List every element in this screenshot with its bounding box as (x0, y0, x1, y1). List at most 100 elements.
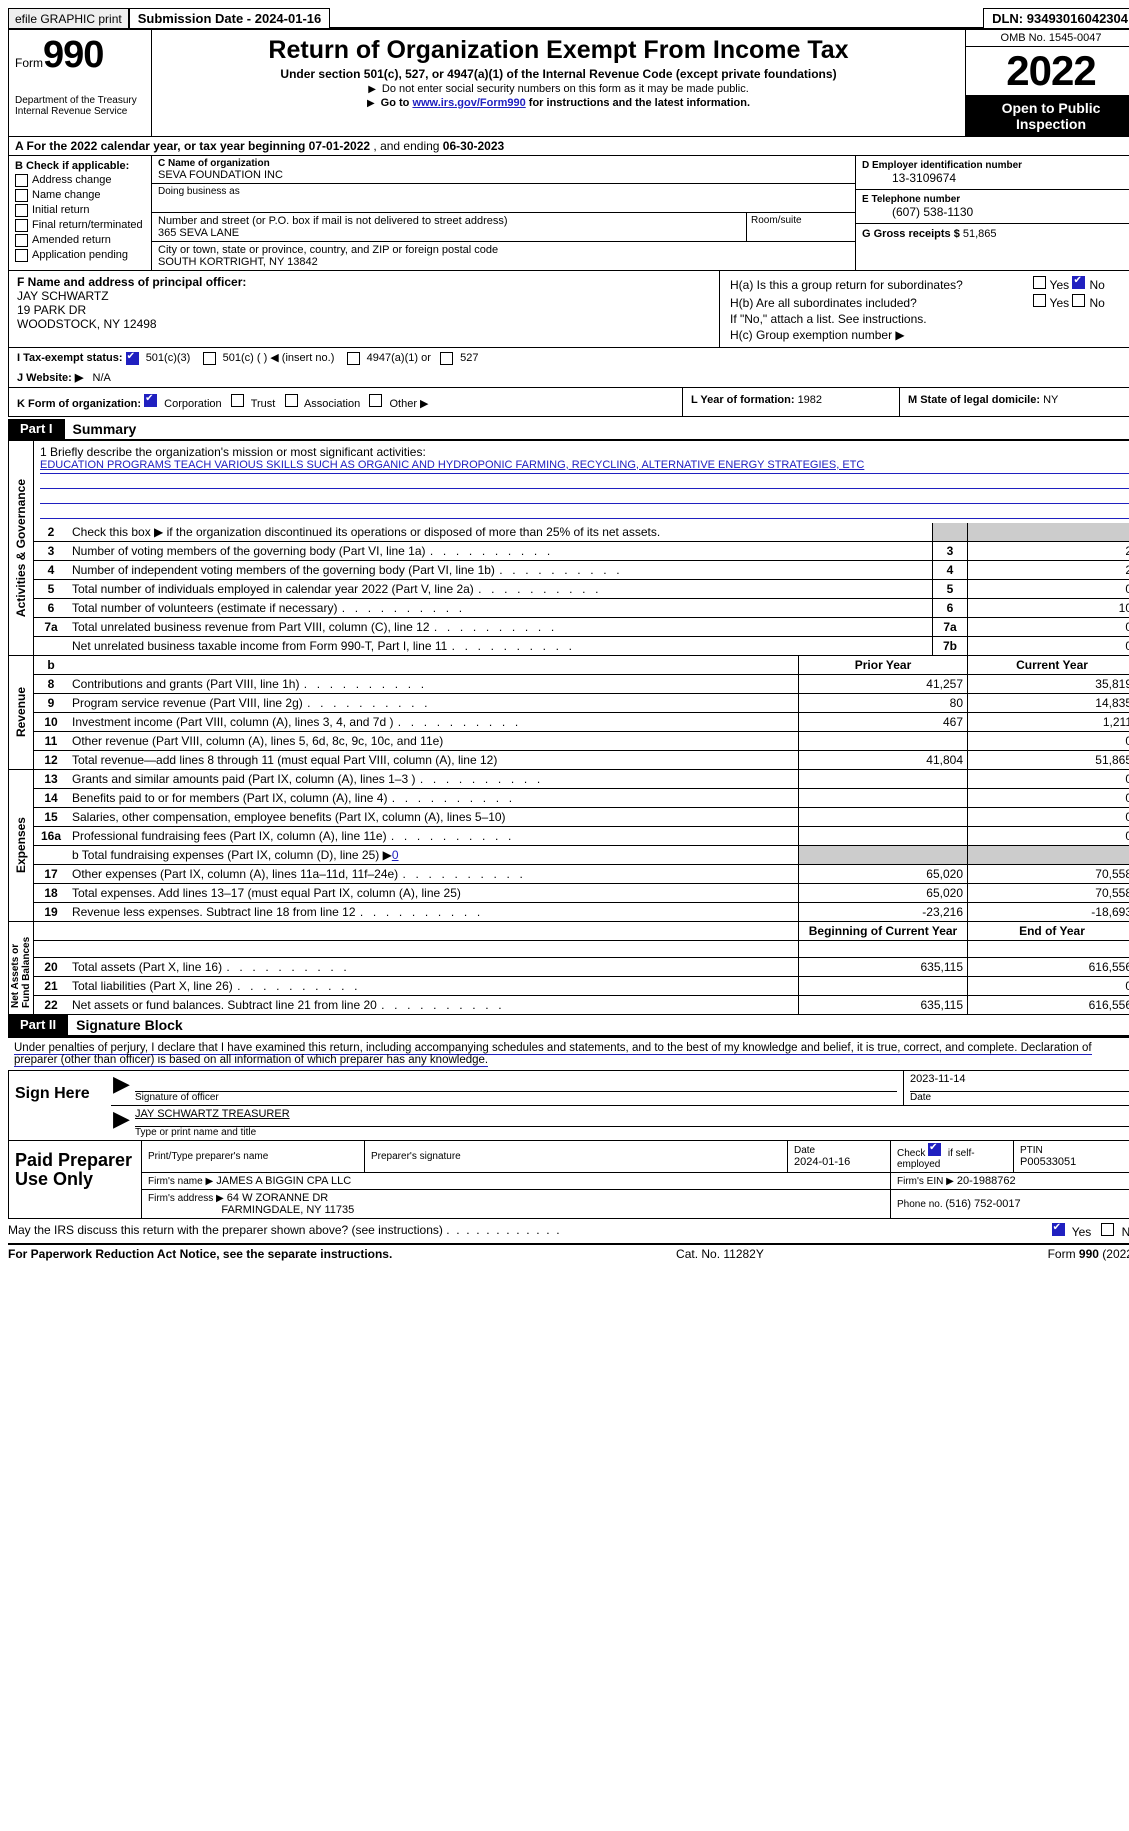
vtab-net: Net Assets or Fund Balances (9, 922, 34, 1014)
chk-amended[interactable] (15, 234, 28, 247)
chk-corp[interactable] (144, 394, 157, 407)
chk-address-change[interactable] (15, 174, 28, 187)
chk-discuss-yes[interactable] (1052, 1223, 1065, 1236)
col-c: C Name of organization SEVA FOUNDATION I… (152, 156, 855, 270)
sign-here-label: Sign Here (9, 1071, 111, 1140)
chk-501c[interactable] (203, 352, 216, 365)
form-word: Form (15, 56, 43, 70)
line7a: Total unrelated business revenue from Pa… (68, 617, 933, 636)
prep-date: 2024-01-16 (794, 1156, 884, 1168)
chk-hb-yes[interactable] (1033, 294, 1046, 307)
officer-addr2: WOODSTOCK, NY 12498 (17, 317, 711, 331)
line-j: J Website: ▶ N/A (8, 368, 1129, 388)
irs-link[interactable]: www.irs.gov/Form990 (412, 97, 525, 109)
form-title: Return of Organization Exempt From Incom… (160, 36, 957, 65)
form-number: 990 (43, 34, 103, 76)
chk-ha-yes[interactable] (1033, 276, 1046, 289)
line-klm: K Form of organization: Corporation Trus… (8, 388, 1129, 417)
org-name-box: C Name of organization SEVA FOUNDATION I… (152, 156, 855, 184)
section-activities: Activities & Governance 1 Briefly descri… (8, 441, 1129, 656)
chk-4947[interactable] (347, 352, 360, 365)
form-header: Form990 Department of the Treasury Inter… (8, 30, 1129, 137)
exp19: Revenue less expenses. Subtract line 18 … (68, 902, 799, 921)
block-fh: F Name and address of principal officer:… (8, 271, 1129, 348)
firm-ein: 20-1988762 (957, 1175, 1016, 1187)
efile-print-button[interactable]: efile GRAPHIC print (8, 8, 129, 29)
exp-table: 13Grants and similar amounts paid (Part … (34, 770, 1129, 921)
part2-title: Signature Block (68, 1015, 1129, 1036)
ein: 13-3109674 (862, 171, 1129, 185)
exp18: Total expenses. Add lines 13–17 (must eq… (68, 883, 799, 902)
chk-assoc[interactable] (285, 394, 298, 407)
cat-no: Cat. No. 11282Y (676, 1247, 764, 1261)
room-suite: Room/suite (746, 213, 855, 242)
open-inspection: Open to Public Inspection (966, 96, 1129, 136)
officer-signature[interactable] (135, 1073, 897, 1092)
mission-block: 1 Briefly describe the organization's mi… (34, 441, 1129, 523)
line7b: Net unrelated business taxable income fr… (68, 636, 933, 655)
line3: Number of voting members of the governin… (68, 541, 933, 560)
line4: Number of independent voting members of … (68, 560, 933, 579)
line-m: M State of legal domicile: NY (900, 388, 1129, 416)
col-d: D Employer identification number 13-3109… (855, 156, 1129, 270)
col-f: F Name and address of principal officer:… (9, 271, 720, 347)
chk-self-employed[interactable] (928, 1143, 941, 1156)
chk-initial-return[interactable] (15, 204, 28, 217)
hdr-prior: Prior Year (799, 656, 968, 675)
paperwork-notice: For Paperwork Reduction Act Notice, see … (8, 1247, 392, 1261)
officer-addr1: 19 PARK DR (17, 303, 711, 317)
col-b-label: B Check if applicable: (15, 160, 145, 172)
chk-trust[interactable] (231, 394, 244, 407)
section-revenue: Revenue bPrior YearCurrent Year 8Contrib… (8, 656, 1129, 770)
mission-text: EDUCATION PROGRAMS TEACH VARIOUS SKILLS … (40, 459, 1129, 474)
tel-box: E Telephone number (607) 538-1130 (856, 190, 1129, 224)
sign-here-block: Sign Here ▶ Signature of officer 2023-11… (8, 1070, 1129, 1141)
header-mid: Return of Organization Exempt From Incom… (152, 30, 965, 136)
fundraising-link[interactable]: 0 (392, 848, 399, 862)
chk-ha-no[interactable] (1072, 276, 1085, 289)
firm-name: JAMES A BIGGIN CPA LLC (216, 1175, 351, 1187)
line6: Total number of volunteers (estimate if … (68, 598, 933, 617)
officer-name: JAY SCHWARTZ (17, 289, 711, 303)
sig-intro: Under penalties of perjury, I declare th… (8, 1037, 1129, 1070)
ein-box: D Employer identification number 13-3109… (856, 156, 1129, 190)
exp16a: Professional fundraising fees (Part IX, … (68, 826, 799, 845)
chk-hb-no[interactable] (1072, 294, 1085, 307)
exp14: Benefits paid to or for members (Part IX… (68, 788, 799, 807)
chk-discuss-no[interactable] (1101, 1223, 1114, 1236)
line-l: L Year of formation: 1982 (683, 388, 900, 416)
sig-date: 2023-11-14 (910, 1073, 1129, 1092)
hdr-curr: Current Year (968, 656, 1129, 675)
header-right: OMB No. 1545-0047 2022 Open to Public In… (965, 30, 1129, 136)
col-b-checkboxes: B Check if applicable: Address change Na… (9, 156, 152, 270)
ag-table: 2Check this box ▶ if the organization di… (34, 523, 1129, 655)
col-h: H(a) Is this a group return for subordin… (720, 271, 1129, 347)
firm-phone: (516) 752-0017 (945, 1198, 1020, 1210)
ptin: P00533051 (1020, 1156, 1129, 1168)
chk-other[interactable] (369, 394, 382, 407)
rev10: Investment income (Part VIII, column (A)… (68, 712, 799, 731)
top-bar: efile GRAPHIC print Submission Date - 20… (8, 8, 1129, 30)
chk-name-change[interactable] (15, 189, 28, 202)
chk-final-return[interactable] (15, 219, 28, 232)
form-ref: Form 990 (2022) (1048, 1247, 1129, 1261)
ha-label: H(a) Is this a group return for subordin… (728, 275, 1031, 293)
line-k: K Form of organization: Corporation Trus… (9, 388, 683, 416)
chk-app-pending[interactable] (15, 249, 28, 262)
hb-note: If "No," attach a list. See instructions… (728, 311, 1128, 327)
city: SOUTH KORTRIGHT, NY 13842 (158, 256, 849, 268)
website: N/A (93, 372, 111, 384)
chk-527[interactable] (440, 352, 453, 365)
firm-addr: 64 W ZORANNE DR (227, 1192, 328, 1204)
sig-arrow-icon-2: ▶ (111, 1106, 129, 1140)
exp17: Other expenses (Part IX, column (A), lin… (68, 864, 799, 883)
block-bcd: B Check if applicable: Address change Na… (8, 156, 1129, 271)
chk-501c3[interactable] (126, 352, 139, 365)
net22: Net assets or fund balances. Subtract li… (68, 995, 799, 1014)
gross-receipts: 51,865 (963, 228, 997, 240)
rev11: Other revenue (Part VIII, column (A), li… (68, 731, 799, 750)
part1-title: Summary (65, 419, 1129, 440)
rev-table: bPrior YearCurrent Year 8Contributions a… (34, 656, 1129, 769)
discuss-row: May the IRS discuss this return with the… (8, 1219, 1129, 1243)
net21: Total liabilities (Part X, line 26) (68, 976, 799, 995)
